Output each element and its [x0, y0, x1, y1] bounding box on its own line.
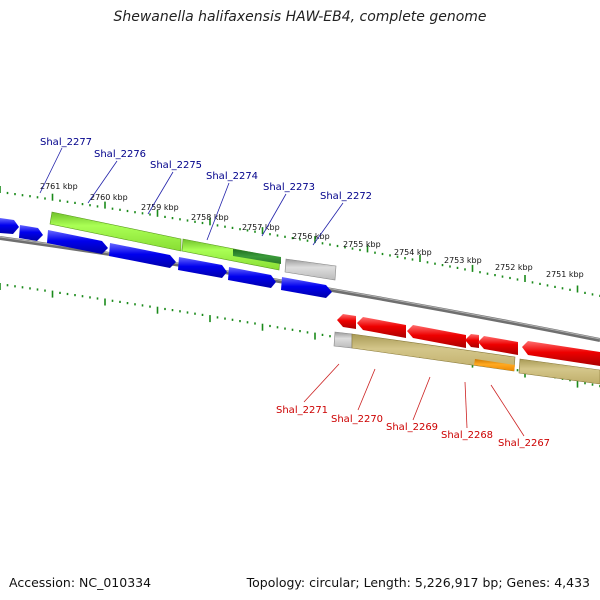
kbp-label: 2759 kbp: [141, 203, 179, 212]
cds-arrow: [178, 257, 227, 278]
cds-arrow: [19, 225, 43, 241]
kbp-label: 2752 kbp: [495, 263, 533, 272]
forward-gene-leaders: [39, 147, 344, 246]
leader-line: [357, 368, 376, 411]
kbp-label: 2758 kbp: [191, 213, 229, 222]
forward-feature-track: [49, 211, 337, 281]
kbp-label: 2756 kbp: [292, 232, 330, 241]
cds-arrow: [465, 334, 479, 348]
gene-label[interactable]: Shal_2275: [150, 160, 202, 171]
leader-line: [206, 182, 230, 241]
gene-label[interactable]: Shal_2274: [206, 171, 258, 182]
kbp-label: 2754 kbp: [394, 248, 432, 257]
leader-line: [147, 171, 174, 215]
gene-label[interactable]: Shal_2269: [386, 422, 438, 433]
gene-label[interactable]: Shal_2272: [320, 191, 372, 202]
gene-label[interactable]: Shal_2267: [498, 438, 550, 449]
kbp-label: 2760 kbp: [90, 193, 128, 202]
gene-label[interactable]: Shal_2273: [263, 182, 315, 193]
cds-arrow: [47, 230, 108, 254]
kbp-label: 2761 kbp: [40, 182, 78, 191]
feature-block-accent: [474, 359, 515, 371]
feature-block: [284, 258, 337, 281]
forward-cds-track: [0, 218, 332, 298]
feature-block-dark: [233, 249, 281, 264]
gene-label[interactable]: Shal_2270: [331, 414, 383, 425]
cds-arrow: [522, 341, 600, 366]
cds-arrow: [281, 277, 332, 298]
accession-text: Accession: NC_010334: [9, 575, 152, 590]
cds-arrow: [337, 314, 356, 329]
kbp-label: 2751 kbp: [546, 270, 584, 279]
gene-label[interactable]: Shal_2271: [276, 405, 328, 416]
feature-block: [49, 211, 182, 252]
leader-line: [39, 147, 63, 194]
leader-line: [412, 376, 431, 421]
reverse-cds-track: [337, 314, 600, 366]
leader-line: [312, 202, 344, 246]
cds-arrow: [228, 267, 276, 288]
genome-title: Shewanella halifaxensis HAW-EB4, complet…: [113, 9, 487, 25]
lower-tick-track: [0, 283, 600, 388]
reverse-gene-labels: Shal_2271 Shal_2270 Shal_2269 Shal_2268 …: [276, 405, 550, 449]
kbp-label: 2757 kbp: [242, 223, 280, 232]
gene-label[interactable]: Shal_2277: [40, 137, 92, 148]
cds-arrow: [357, 317, 406, 338]
kbp-labels: 2761 kbp 2760 kbp 2759 kbp 2758 kbp 2757…: [40, 182, 584, 279]
gene-label[interactable]: Shal_2276: [94, 149, 146, 160]
genome-summary-text: Topology: circular; Length: 5,226,917 bp…: [246, 575, 590, 590]
gene-label[interactable]: Shal_2268: [441, 430, 493, 441]
cds-arrow: [407, 325, 466, 348]
upper-tick-track: [0, 186, 600, 297]
cds-arrow: [478, 336, 518, 355]
leader-line: [87, 160, 118, 204]
reverse-feature-track: [333, 331, 600, 385]
leader-line: [464, 381, 468, 429]
forward-gene-labels: Shal_2277 Shal_2276 Shal_2275 Shal_2274 …: [40, 137, 372, 202]
leader-line: [261, 193, 287, 237]
cds-arrow: [109, 243, 176, 268]
reverse-gene-leaders: [303, 363, 525, 437]
feature-block: [518, 358, 600, 385]
kbp-label: 2755 kbp: [343, 240, 381, 249]
kbp-label: 2753 kbp: [444, 256, 482, 265]
leader-line: [490, 384, 525, 437]
feature-block: [333, 331, 353, 349]
cds-arrow: [0, 218, 19, 234]
leader-line: [303, 363, 340, 403]
